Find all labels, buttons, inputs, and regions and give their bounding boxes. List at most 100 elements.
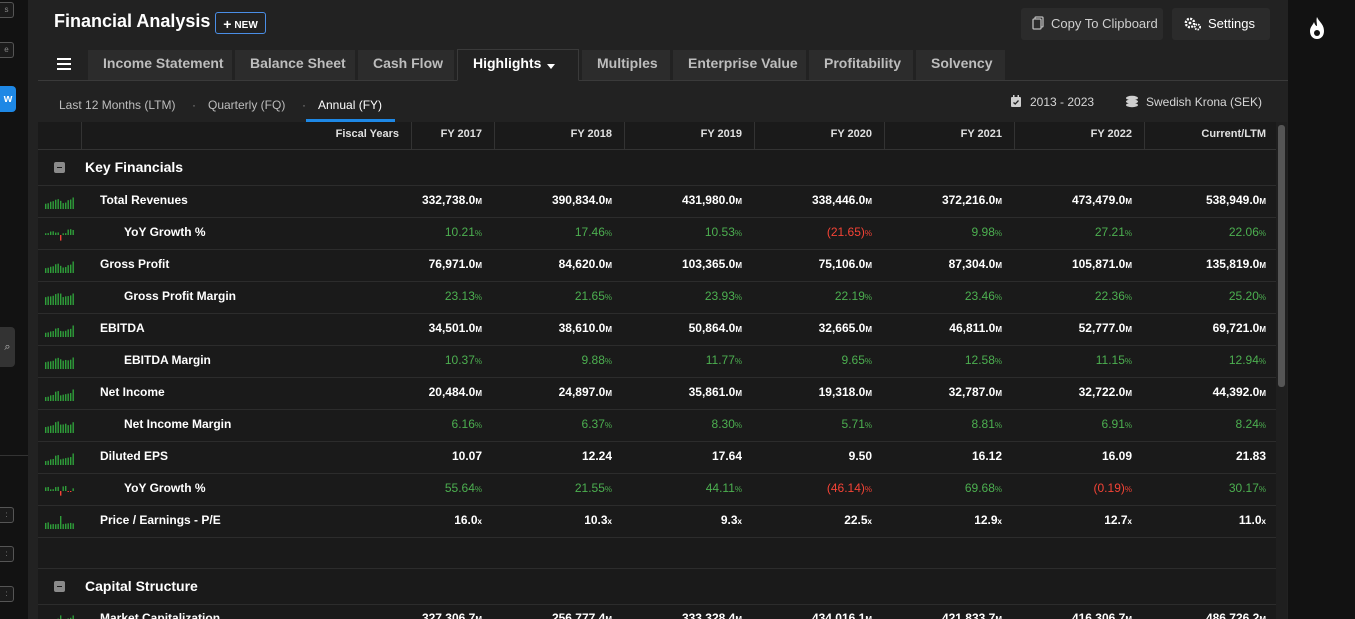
menu-icon[interactable] <box>57 58 71 70</box>
table-cell[interactable]: 416,306.7M <box>1022 611 1132 619</box>
table-cell[interactable]: 372,216.0M <box>892 193 1002 207</box>
table-cell[interactable]: 9.88% <box>502 353 612 367</box>
table-cell[interactable]: 473,479.0M <box>1022 193 1132 207</box>
table-cell[interactable]: 24,897.0M <box>502 385 612 399</box>
table-cell[interactable]: 23.13% <box>372 289 482 303</box>
table-cell[interactable]: 10.07 <box>372 449 482 463</box>
table-cell[interactable]: 22.36% <box>1022 289 1132 303</box>
table-cell[interactable]: 46,811.0M <box>892 321 1002 335</box>
table-cell[interactable]: 390,834.0M <box>502 193 612 207</box>
sparkline-chart-icon[interactable] <box>45 355 75 369</box>
table-cell[interactable]: 69,721.0M <box>1156 321 1266 335</box>
table-cell[interactable]: 30.17% <box>1156 481 1266 495</box>
table-cell[interactable]: 52,777.0M <box>1022 321 1132 335</box>
tab-balance-sheet[interactable]: Balance Sheet <box>235 50 355 80</box>
tab-profitability[interactable]: Profitability <box>809 50 913 80</box>
sparkline-chart-icon[interactable] <box>45 419 75 433</box>
table-cell[interactable]: 11.0x <box>1156 513 1266 527</box>
table-cell[interactable]: 21.55% <box>502 481 612 495</box>
table-cell[interactable]: 22.06% <box>1156 225 1266 239</box>
table-cell[interactable]: 16.12 <box>892 449 1002 463</box>
table-cell[interactable]: 34,501.0M <box>372 321 482 335</box>
table-cell[interactable]: 332,738.0M <box>372 193 482 207</box>
table-cell[interactable]: 6.37% <box>502 417 612 431</box>
collapse-icon[interactable] <box>54 162 65 173</box>
search-icon[interactable]: ⌕ <box>0 327 15 367</box>
table-cell[interactable]: 44,392.0M <box>1156 385 1266 399</box>
table-cell[interactable]: 327,306.7M <box>372 611 482 619</box>
left-panel-tab[interactable]: : <box>0 546 14 562</box>
new-button[interactable]: + NEW <box>215 12 266 34</box>
table-cell[interactable]: (21.65)% <box>762 225 872 239</box>
table-cell[interactable]: 9.98% <box>892 225 1002 239</box>
tab-enterprise-value[interactable]: Enterprise Value <box>673 50 806 80</box>
sparkline-chart-icon[interactable] <box>45 195 75 209</box>
sparkline-chart-icon[interactable] <box>45 515 75 529</box>
settings-button[interactable]: Settings <box>1172 8 1270 40</box>
table-cell[interactable]: 21.83 <box>1156 449 1266 463</box>
left-panel-tab[interactable]: e <box>0 42 14 58</box>
table-cell[interactable]: 6.91% <box>1022 417 1132 431</box>
table-row[interactable]: EBITDA Margin 10.37% 9.88% 11.77% 9.65% 12.58… <box>38 345 1278 378</box>
table-cell[interactable]: 22.19% <box>762 289 872 303</box>
table-cell[interactable]: (0.19)% <box>1022 481 1132 495</box>
table-cell[interactable]: 44.11% <box>632 481 742 495</box>
table-row[interactable]: YoY Growth % 55.64% 21.55% 44.11% (46.14)% 69… <box>38 473 1278 506</box>
table-cell[interactable]: 20,484.0M <box>372 385 482 399</box>
table-cell[interactable]: 50,864.0M <box>632 321 742 335</box>
table-cell[interactable]: 434,016.1M <box>762 611 872 619</box>
flame-icon[interactable] <box>1307 16 1327 40</box>
period-fy[interactable]: Annual (FY) <box>318 98 383 112</box>
table-row[interactable]: Price / Earnings - P/E 16.0x 10.3x 9.3x 22.5… <box>38 505 1278 538</box>
table-cell[interactable]: 75,106.0M <box>762 257 872 271</box>
table-cell[interactable]: 10.3x <box>502 513 612 527</box>
table-cell[interactable]: 10.37% <box>372 353 482 367</box>
table-cell[interactable]: 69.68% <box>892 481 1002 495</box>
table-cell[interactable]: 105,871.0M <box>1022 257 1132 271</box>
table-cell[interactable]: 6.16% <box>372 417 482 431</box>
section-key-financials[interactable]: Key Financials <box>38 150 1278 186</box>
table-cell[interactable]: 35,861.0M <box>632 385 742 399</box>
table-cell[interactable]: 17.46% <box>502 225 612 239</box>
left-panel-blue-button[interactable]: w <box>0 86 16 112</box>
sparkline-chart-icon[interactable] <box>45 613 75 619</box>
table-cell[interactable]: 8.30% <box>632 417 742 431</box>
tab-solvency[interactable]: Solvency <box>916 50 1005 80</box>
table-cell[interactable]: 12.94% <box>1156 353 1266 367</box>
table-cell[interactable]: 9.3x <box>632 513 742 527</box>
table-cell[interactable]: 8.81% <box>892 417 1002 431</box>
table-row[interactable]: Net Income 20,484.0M 24,897.0M 35,861.0M 19,… <box>38 377 1278 410</box>
table-row[interactable]: EBITDA 34,501.0M 38,610.0M 50,864.0M 32,665.… <box>38 313 1278 346</box>
table-cell[interactable]: 538,949.0M <box>1156 193 1266 207</box>
table-row[interactable]: YoY Growth % 10.21% 17.46% 10.53% (21.65)% 9.… <box>38 217 1278 250</box>
table-cell[interactable]: 76,971.0M <box>372 257 482 271</box>
table-cell[interactable]: 87,304.0M <box>892 257 1002 271</box>
copy-to-clipboard-button[interactable]: Copy To Clipboard <box>1021 8 1163 40</box>
table-cell[interactable]: 12.24 <box>502 449 612 463</box>
table-cell[interactable]: 10.53% <box>632 225 742 239</box>
tab-cash-flow[interactable]: Cash Flow <box>358 50 454 80</box>
table-cell[interactable]: 486,726.2M <box>1156 611 1266 619</box>
table-cell[interactable]: 16.0x <box>372 513 482 527</box>
table-cell[interactable]: 32,787.0M <box>892 385 1002 399</box>
table-cell[interactable]: 10.21% <box>372 225 482 239</box>
currency-selector[interactable]: Swedish Krona (SEK) <box>1125 95 1262 109</box>
table-cell[interactable]: (46.14)% <box>762 481 872 495</box>
table-cell[interactable]: 19,318.0M <box>762 385 872 399</box>
left-panel-tab[interactable]: : <box>0 586 14 602</box>
table-row[interactable]: Diluted EPS 10.07 12.24 17.64 9.50 16.12 16.09… <box>38 441 1278 474</box>
table-cell[interactable]: 11.15% <box>1022 353 1132 367</box>
table-cell[interactable]: 431,980.0M <box>632 193 742 207</box>
table-cell[interactable]: 12.7x <box>1022 513 1132 527</box>
period-ltm[interactable]: Last 12 Months (LTM) <box>59 98 176 112</box>
table-row[interactable]: Market Capitalization327,306.7M256,777.4… <box>38 603 1278 619</box>
sparkline-chart-icon[interactable] <box>45 387 75 401</box>
sparkline-chart-icon[interactable] <box>45 483 75 497</box>
table-cell[interactable]: 12.9x <box>892 513 1002 527</box>
table-cell[interactable]: 338,446.0M <box>762 193 872 207</box>
table-cell[interactable]: 84,620.0M <box>502 257 612 271</box>
table-cell[interactable]: 16.09 <box>1022 449 1132 463</box>
table-cell[interactable]: 22.5x <box>762 513 872 527</box>
table-cell[interactable]: 27.21% <box>1022 225 1132 239</box>
table-cell[interactable]: 32,722.0M <box>1022 385 1132 399</box>
